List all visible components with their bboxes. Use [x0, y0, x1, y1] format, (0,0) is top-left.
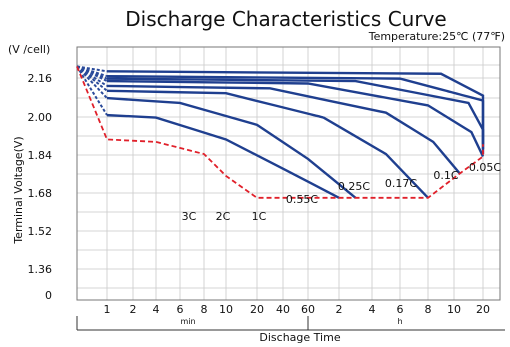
rate-labels: 3C 2C 1C 0.55C 0.25C 0.17C 0.1C 0.05C: [182, 161, 502, 223]
rate-label: 3C: [182, 210, 197, 223]
y-tick-label: 2.00: [28, 111, 53, 124]
series-line: [106, 89, 429, 199]
series-line: [106, 84, 461, 175]
series-start: [76, 65, 108, 116]
x-tick-label: 10: [447, 303, 461, 316]
x-tick-label: 2: [336, 303, 343, 316]
x-tick-label: 4: [369, 303, 376, 316]
plot-frame: [76, 46, 501, 301]
y-tick-label: 1.68: [28, 187, 53, 200]
x-tick-label: 20: [476, 303, 490, 316]
series-line: [106, 77, 485, 155]
y-tick-label: 1.84: [28, 149, 53, 162]
chart-title: Discharge Characteristics Curve: [125, 7, 446, 31]
series-start: [76, 65, 108, 73]
final-voltage-curve: [76, 66, 484, 199]
rate-label: 1C: [252, 210, 267, 223]
x-tick-label: 1: [104, 303, 111, 316]
x-axis-label: Dischage Time: [259, 331, 340, 344]
x-tick-label: 60: [301, 303, 315, 316]
x-unit-min: min: [180, 317, 195, 326]
rate-label: 0.17C: [385, 177, 417, 190]
grid: [76, 46, 505, 331]
x-tick-label: 6: [177, 303, 184, 316]
y-tick-label: 1.36: [28, 263, 53, 276]
x-tick-label: 4: [153, 303, 160, 316]
x-tick-label: 2: [130, 303, 137, 316]
x-tick-label: 8: [201, 303, 208, 316]
x-tick-label: 6: [397, 303, 404, 316]
series-lines: [76, 65, 485, 199]
chart-subtitle: Temperature:25℃ (77℉): [368, 30, 505, 43]
y-tick-label: 1.52: [28, 225, 53, 238]
rate-label: 0.1C: [433, 169, 458, 182]
rate-label: 2C: [216, 210, 231, 223]
x-tick-label: 40: [276, 303, 290, 316]
x-tick-label: 20: [250, 303, 264, 316]
tick-labels: 2.16 2.00 1.84 1.68 1.52 1.36 0 1 2 4 6 8 10 20 40 60 2 4…: [28, 72, 491, 316]
x-unit-h: h: [397, 317, 402, 326]
y-tick-label: 0: [45, 289, 52, 302]
rate-label: 0.55C: [286, 193, 318, 206]
y-axis-label: Terminal Voltage(V): [12, 136, 25, 244]
rate-label: 0.25C: [338, 180, 370, 193]
x-tick-label: 10: [219, 303, 233, 316]
series-line: [106, 113, 340, 199]
series-line: [106, 70, 485, 145]
rate-label: 0.05C: [469, 161, 501, 174]
y-tick-label: 2.16: [28, 72, 53, 85]
series-line: [106, 96, 357, 199]
y-unit-label: (V /cell): [8, 43, 50, 56]
series-line: [106, 79, 485, 158]
x-tick-label: 8: [425, 303, 432, 316]
